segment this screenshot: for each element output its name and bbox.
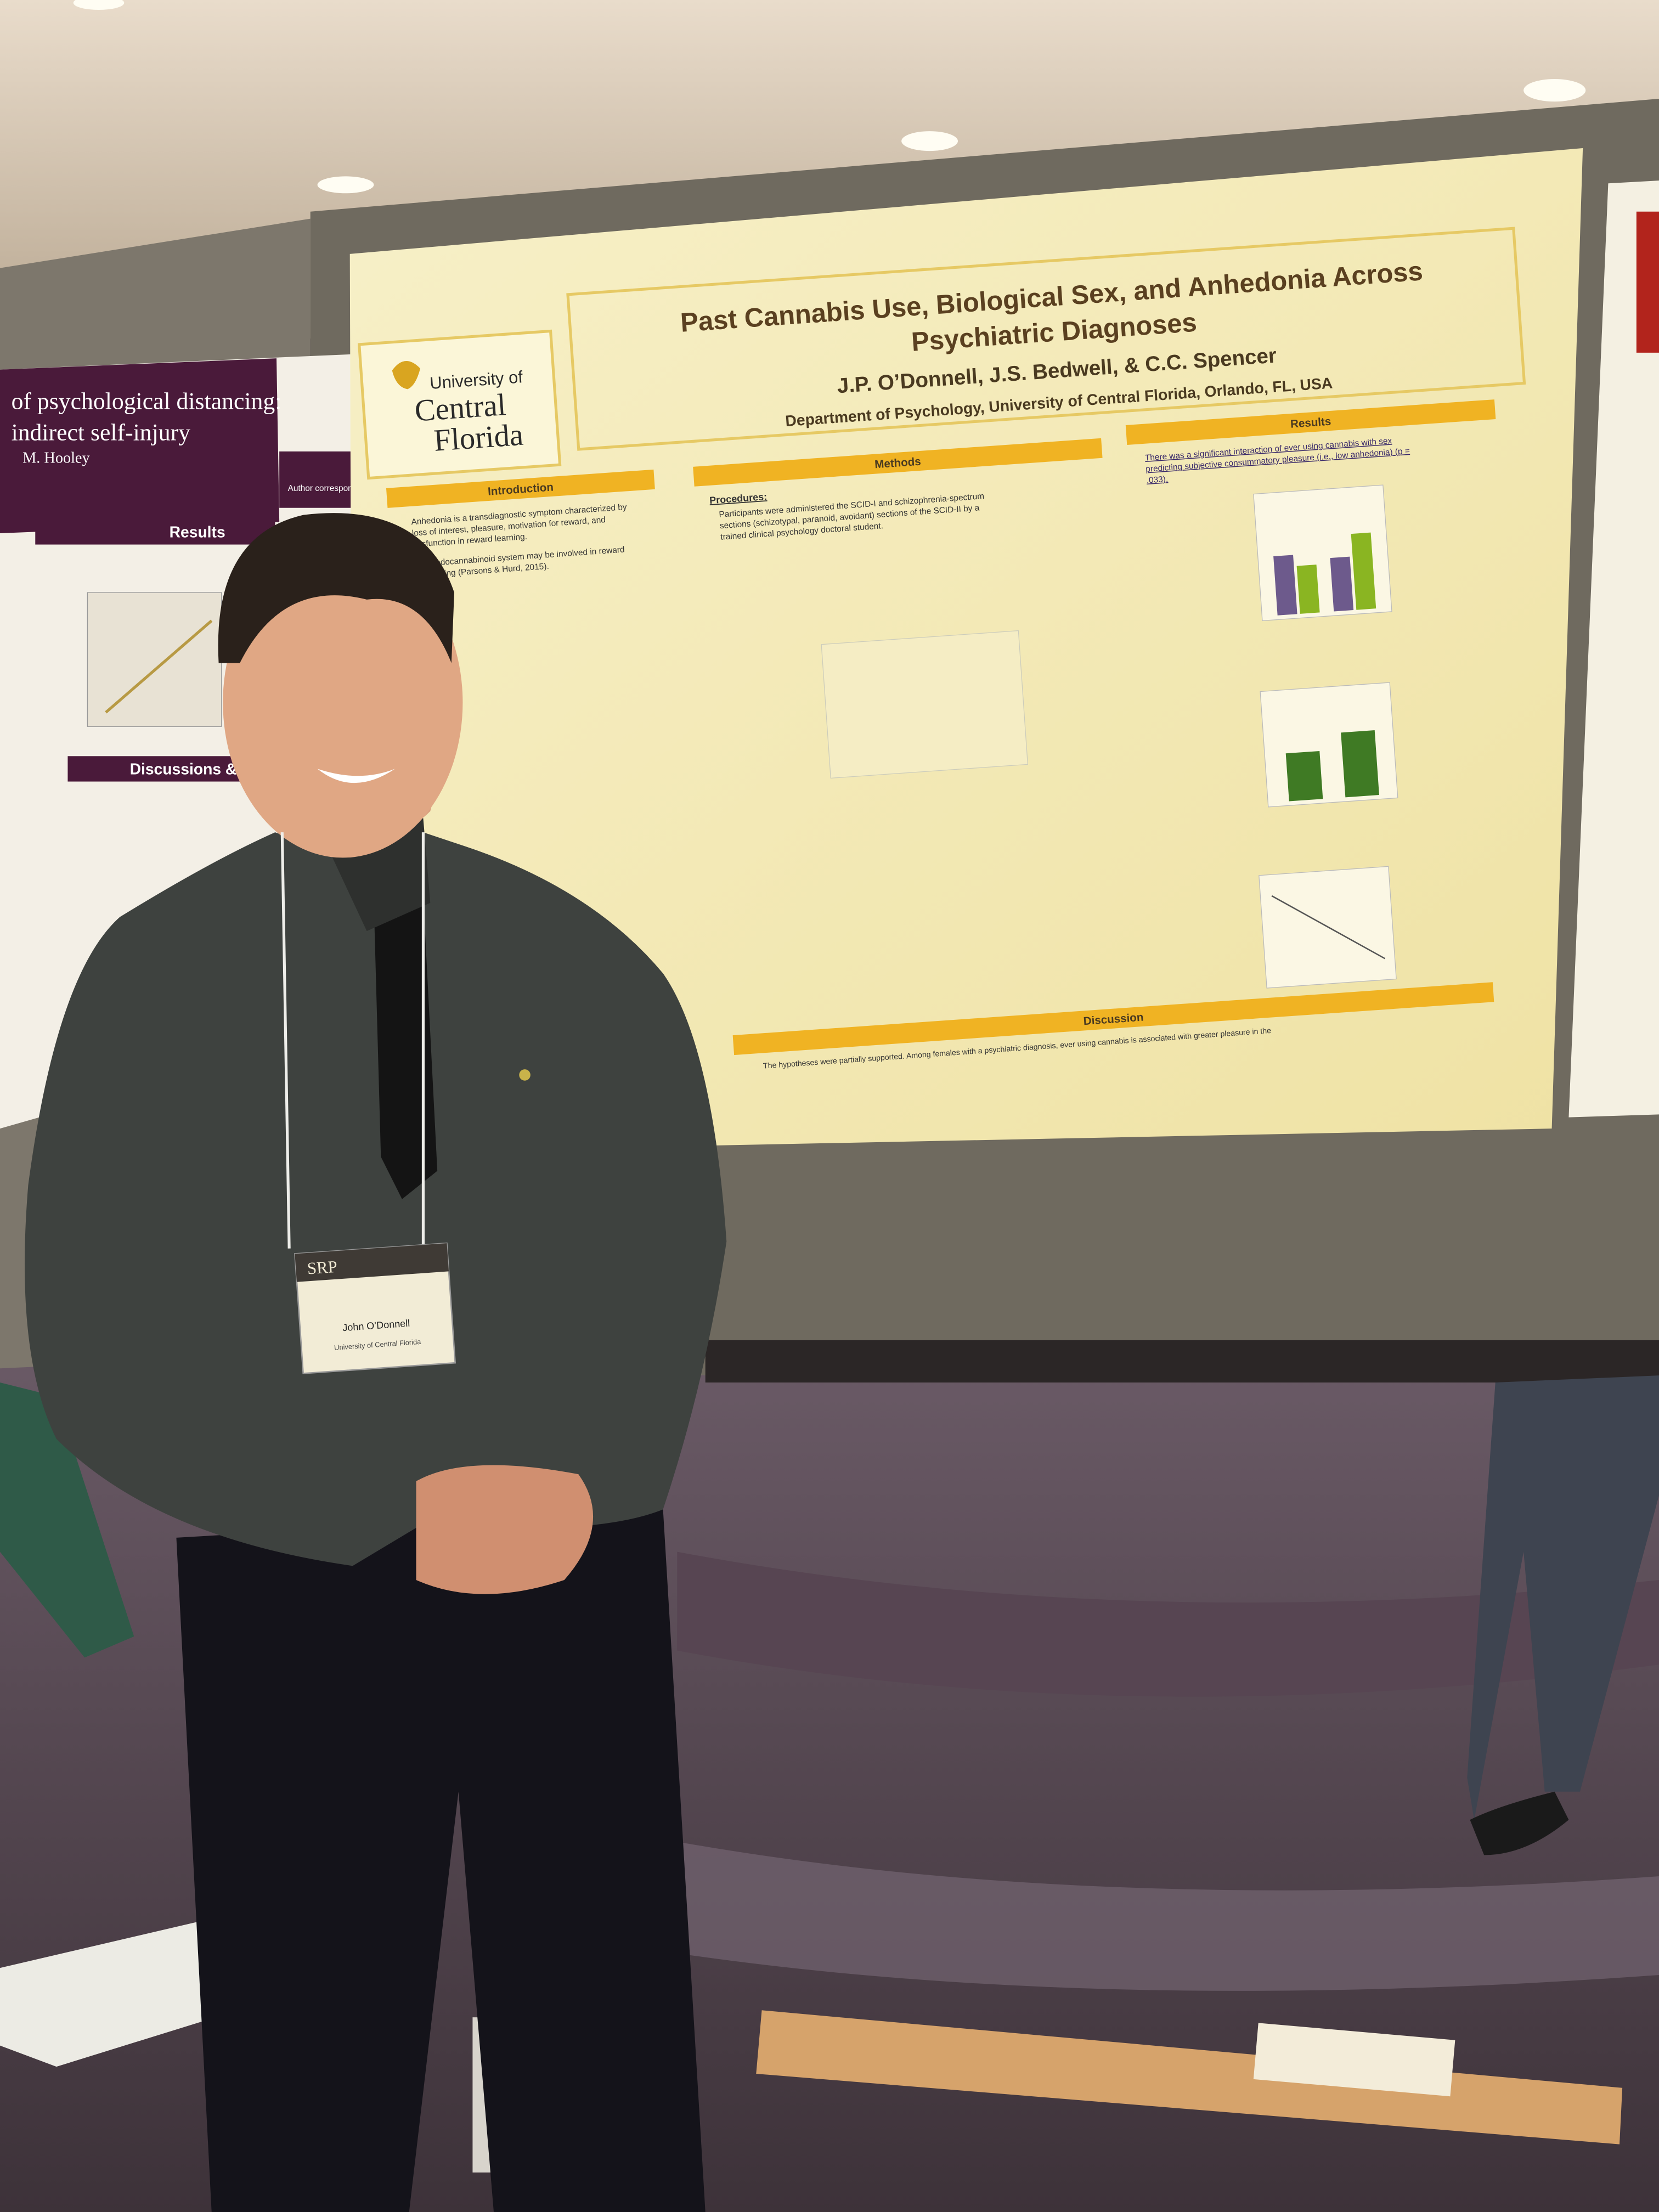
- person-pants: [176, 1509, 706, 2212]
- left-trend-line: [105, 619, 213, 714]
- chart-decoration: [1273, 555, 1297, 616]
- chart-decoration: [1285, 751, 1323, 802]
- logo-text: Florida: [433, 418, 524, 458]
- left-poster-title: of psychological distancing:: [12, 388, 282, 415]
- carpet-pattern: [635, 1833, 1659, 1991]
- badge-org: SRP: [307, 1257, 338, 1278]
- person-hair: [218, 513, 454, 663]
- person-hands: [416, 1465, 594, 1594]
- section-bar: [732, 982, 1494, 1056]
- badge-header: [295, 1243, 449, 1282]
- bystander-shoe: [1470, 1791, 1569, 1855]
- chart-decoration: [1351, 532, 1376, 610]
- bystander-left: [0, 1383, 134, 1658]
- logo-pegasus: [392, 361, 421, 390]
- methods-table: [821, 630, 1029, 779]
- left-section-title: Results: [170, 523, 225, 541]
- results-text: .033).: [1146, 475, 1168, 486]
- person-face: [223, 547, 463, 858]
- logo-text: Central: [414, 388, 507, 428]
- person-tie: [374, 895, 438, 1199]
- section-bar: [386, 469, 655, 508]
- carpet-pattern: [677, 1551, 1659, 1697]
- person-shirt: [25, 832, 727, 1566]
- left-poster-author: M. Hooley: [22, 449, 90, 466]
- ceiling-light: [901, 131, 958, 151]
- section-bar: [1125, 399, 1496, 445]
- chart-decoration: [1341, 730, 1379, 798]
- right-poster-logo: [1636, 211, 1659, 353]
- chart-decoration: [1330, 556, 1354, 612]
- section-bar: [693, 438, 1103, 487]
- left-section-bar: [35, 519, 275, 545]
- floor-papers: [0, 1918, 261, 2067]
- bystander-legs: [1467, 1375, 1659, 1820]
- lanyard: [280, 832, 425, 1249]
- title-box: [566, 227, 1526, 451]
- tube-label: [1253, 2023, 1455, 2097]
- ceiling-light: [73, 0, 125, 10]
- chart-decoration: [1296, 565, 1320, 614]
- left-poster-title: indirect self-injury: [12, 419, 191, 445]
- name-badge: SRP John O’Donnell University of Central…: [294, 1242, 456, 1374]
- left-scatter-plot: [87, 592, 222, 727]
- chart-decoration: [1271, 895, 1386, 960]
- right-poster: [1568, 180, 1659, 1118]
- left-poster-banner: [0, 358, 280, 533]
- ceiling-light: [1523, 79, 1586, 102]
- lapel-pin: [519, 1069, 531, 1081]
- board-base: [705, 1340, 1659, 1383]
- poster-tube: [756, 2010, 1623, 2145]
- section-title: Results: [1290, 415, 1331, 431]
- person-smile: [317, 769, 395, 783]
- ceiling-light: [317, 176, 374, 194]
